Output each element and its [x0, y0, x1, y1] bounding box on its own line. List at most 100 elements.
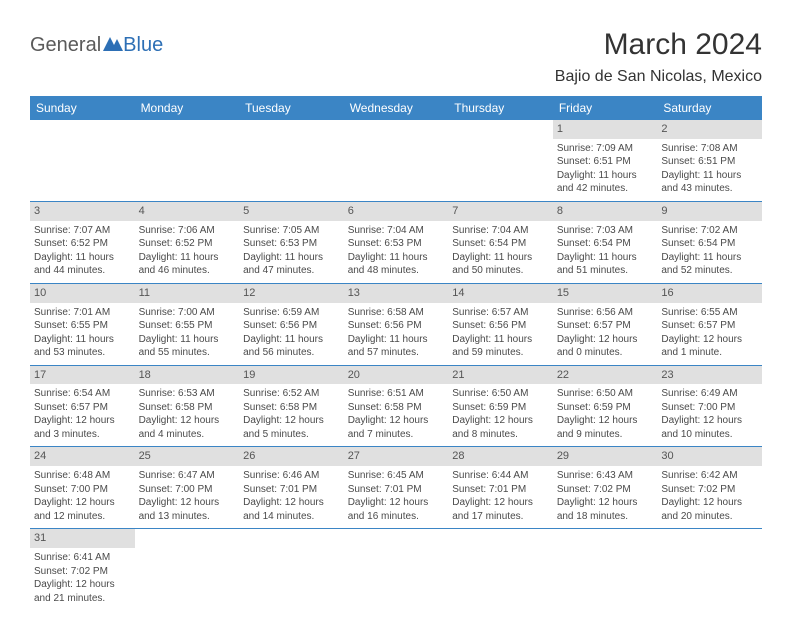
day-number: 16	[657, 284, 762, 303]
sunset-text: Sunset: 7:01 PM	[348, 483, 445, 497]
calendar-row: 24Sunrise: 6:48 AMSunset: 7:00 PMDayligh…	[30, 447, 762, 529]
day-number: 26	[239, 447, 344, 466]
sunset-text: Sunset: 6:55 PM	[34, 319, 131, 333]
calendar-cell-empty	[448, 529, 553, 610]
daylight1-text: Daylight: 12 hours	[557, 496, 654, 510]
calendar-cell: 2Sunrise: 7:08 AMSunset: 6:51 PMDaylight…	[657, 120, 762, 201]
day-number: 10	[30, 284, 135, 303]
sunrise-text: Sunrise: 6:44 AM	[452, 469, 549, 483]
calendar-cell-empty	[344, 529, 449, 610]
daylight1-text: Daylight: 12 hours	[557, 414, 654, 428]
day-number: 3	[30, 202, 135, 221]
daylight2-text: and 3 minutes.	[34, 428, 131, 442]
day-header: Tuesday	[239, 96, 344, 120]
brand-part1: General	[30, 34, 101, 57]
daylight1-text: Daylight: 12 hours	[661, 414, 758, 428]
calendar-cell-empty	[135, 120, 240, 201]
daylight1-text: Daylight: 11 hours	[557, 251, 654, 265]
title-block: March 2024 Bajio de San Nicolas, Mexico	[555, 28, 762, 86]
calendar-cell: 4Sunrise: 7:06 AMSunset: 6:52 PMDaylight…	[135, 201, 240, 283]
calendar-cell-empty	[344, 120, 449, 201]
daylight1-text: Daylight: 11 hours	[348, 333, 445, 347]
sunset-text: Sunset: 6:56 PM	[348, 319, 445, 333]
daylight1-text: Daylight: 11 hours	[243, 333, 340, 347]
daylight1-text: Daylight: 12 hours	[139, 496, 236, 510]
sunrise-text: Sunrise: 6:50 AM	[557, 387, 654, 401]
calendar-cell: 30Sunrise: 6:42 AMSunset: 7:02 PMDayligh…	[657, 447, 762, 529]
daylight1-text: Daylight: 12 hours	[661, 496, 758, 510]
daylight1-text: Daylight: 12 hours	[243, 414, 340, 428]
day-number: 29	[553, 447, 658, 466]
daylight1-text: Daylight: 11 hours	[661, 169, 758, 183]
calendar-cell: 24Sunrise: 6:48 AMSunset: 7:00 PMDayligh…	[30, 447, 135, 529]
sunrise-text: Sunrise: 7:03 AM	[557, 224, 654, 238]
sunset-text: Sunset: 6:59 PM	[452, 401, 549, 415]
day-header: Friday	[553, 96, 658, 120]
flag-icon	[103, 37, 123, 51]
calendar-cell: 8Sunrise: 7:03 AMSunset: 6:54 PMDaylight…	[553, 201, 658, 283]
sunrise-text: Sunrise: 6:54 AM	[34, 387, 131, 401]
sunset-text: Sunset: 7:01 PM	[243, 483, 340, 497]
day-number: 4	[135, 202, 240, 221]
day-number: 6	[344, 202, 449, 221]
daylight2-text: and 20 minutes.	[661, 510, 758, 524]
calendar-cell: 23Sunrise: 6:49 AMSunset: 7:00 PMDayligh…	[657, 365, 762, 447]
daylight2-text: and 7 minutes.	[348, 428, 445, 442]
day-number: 1	[553, 120, 658, 139]
daylight2-text: and 17 minutes.	[452, 510, 549, 524]
calendar-cell: 25Sunrise: 6:47 AMSunset: 7:00 PMDayligh…	[135, 447, 240, 529]
brand-logo: General Blue	[30, 34, 163, 57]
daylight2-text: and 0 minutes.	[557, 346, 654, 360]
sunset-text: Sunset: 6:55 PM	[139, 319, 236, 333]
sunrise-text: Sunrise: 7:09 AM	[557, 142, 654, 156]
sunset-text: Sunset: 6:56 PM	[452, 319, 549, 333]
calendar-cell: 14Sunrise: 6:57 AMSunset: 6:56 PMDayligh…	[448, 283, 553, 365]
daylight1-text: Daylight: 11 hours	[348, 251, 445, 265]
daylight2-text: and 8 minutes.	[452, 428, 549, 442]
daylight2-text: and 43 minutes.	[661, 182, 758, 196]
calendar-cell: 10 Sunrise: 7:01 AMSunset: 6:55 PMDayligh…	[30, 283, 135, 365]
calendar-cell-empty	[239, 120, 344, 201]
sunrise-text: Sunrise: 7:06 AM	[139, 224, 236, 238]
daylight1-text: Daylight: 11 hours	[34, 333, 131, 347]
calendar-table: SundayMondayTuesdayWednesdayThursdayFrid…	[30, 96, 762, 610]
day-number: 11	[135, 284, 240, 303]
daylight2-text: and 18 minutes.	[557, 510, 654, 524]
sunrise-text: Sunrise: 7:05 AM	[243, 224, 340, 238]
calendar-row: 31Sunrise: 6:41 AMSunset: 7:02 PMDayligh…	[30, 529, 762, 610]
day-number: 24	[30, 447, 135, 466]
sunset-text: Sunset: 6:51 PM	[557, 155, 654, 169]
sunrise-text: Sunrise: 7:04 AM	[348, 224, 445, 238]
daylight1-text: Daylight: 11 hours	[661, 251, 758, 265]
daylight1-text: Daylight: 12 hours	[348, 414, 445, 428]
sunrise-text: Sunrise: 7:07 AM	[34, 224, 131, 238]
day-number: 19	[239, 366, 344, 385]
sunrise-text: Sunrise: 6:57 AM	[452, 306, 549, 320]
sunset-text: Sunset: 7:02 PM	[661, 483, 758, 497]
sunrise-text: Sunrise: 6:47 AM	[139, 469, 236, 483]
day-number: 5	[239, 202, 344, 221]
calendar-body: 1Sunrise: 7:09 AMSunset: 6:51 PMDaylight…	[30, 120, 762, 610]
sunset-text: Sunset: 6:58 PM	[348, 401, 445, 415]
calendar-cell: 21Sunrise: 6:50 AMSunset: 6:59 PMDayligh…	[448, 365, 553, 447]
sunrise-text: Sunrise: 7:02 AM	[661, 224, 758, 238]
daylight2-text: and 50 minutes.	[452, 264, 549, 278]
daylight2-text: and 56 minutes.	[243, 346, 340, 360]
daylight1-text: Daylight: 12 hours	[452, 414, 549, 428]
daylight1-text: Daylight: 12 hours	[34, 496, 131, 510]
day-number: 28	[448, 447, 553, 466]
daylight1-text: Daylight: 11 hours	[243, 251, 340, 265]
daylight2-text: and 51 minutes.	[557, 264, 654, 278]
sunrise-text: Sunrise: 7:01 AM	[34, 306, 131, 320]
day-number: 27	[344, 447, 449, 466]
calendar-cell: 16Sunrise: 6:55 AMSunset: 6:57 PMDayligh…	[657, 283, 762, 365]
sunrise-text: Sunrise: 6:55 AM	[661, 306, 758, 320]
sunrise-text: Sunrise: 6:52 AM	[243, 387, 340, 401]
day-number: 15	[553, 284, 658, 303]
sunset-text: Sunset: 6:51 PM	[661, 155, 758, 169]
calendar-cell: 6Sunrise: 7:04 AMSunset: 6:53 PMDaylight…	[344, 201, 449, 283]
sunrise-text: Sunrise: 6:48 AM	[34, 469, 131, 483]
brand-part2: Blue	[123, 34, 163, 57]
sunset-text: Sunset: 6:52 PM	[139, 237, 236, 251]
daylight1-text: Daylight: 11 hours	[34, 251, 131, 265]
